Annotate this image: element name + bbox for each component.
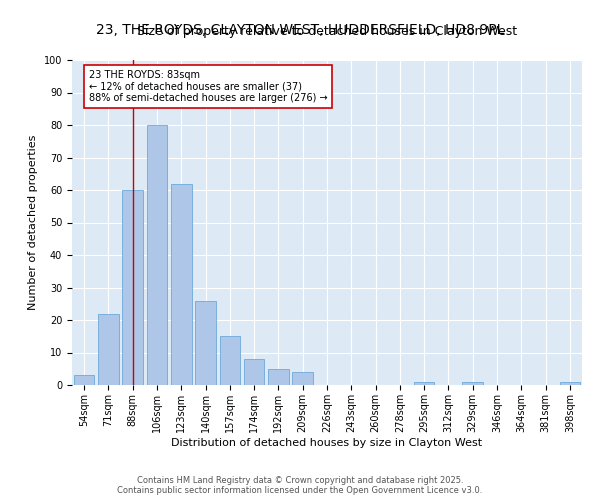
Text: 23, THE ROYDS, CLAYTON WEST, HUDDERSFIELD, HD8 9PL: 23, THE ROYDS, CLAYTON WEST, HUDDERSFIEL… — [96, 22, 504, 36]
Bar — [220, 336, 240, 385]
Bar — [560, 382, 580, 385]
Bar — [195, 300, 216, 385]
Bar — [268, 369, 289, 385]
Bar — [74, 375, 94, 385]
Text: 23 THE ROYDS: 83sqm
← 12% of detached houses are smaller (37)
88% of semi-detach: 23 THE ROYDS: 83sqm ← 12% of detached ho… — [89, 70, 328, 103]
Title: Size of property relative to detached houses in Clayton West: Size of property relative to detached ho… — [137, 25, 517, 38]
Bar — [146, 125, 167, 385]
Bar — [292, 372, 313, 385]
X-axis label: Distribution of detached houses by size in Clayton West: Distribution of detached houses by size … — [172, 438, 482, 448]
Bar — [122, 190, 143, 385]
Bar — [244, 359, 265, 385]
Bar — [171, 184, 191, 385]
Bar — [98, 314, 119, 385]
Text: Contains HM Land Registry data © Crown copyright and database right 2025.
Contai: Contains HM Land Registry data © Crown c… — [118, 476, 482, 495]
Bar — [463, 382, 483, 385]
Bar — [414, 382, 434, 385]
Y-axis label: Number of detached properties: Number of detached properties — [28, 135, 38, 310]
